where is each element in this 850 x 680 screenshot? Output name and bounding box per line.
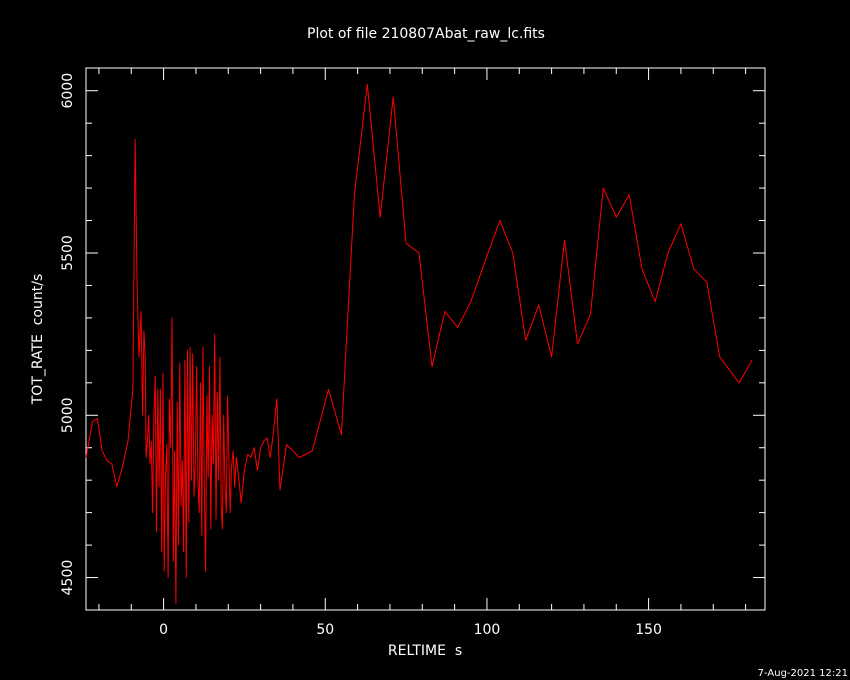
series-line [85,83,753,604]
y-tick-label: 4500 [60,560,76,596]
y-tick-label: 5500 [60,235,76,271]
plot-frame [85,67,766,611]
x-tick-label: 100 [474,622,501,638]
x-tick-label: 0 [159,622,168,638]
chart-title: Plot of file 210807Abat_raw_lc.fits [307,26,545,42]
y-tick-label: 6000 [60,73,76,109]
y-tick-label: 5000 [60,397,76,433]
data-series [85,83,753,604]
x-tick-label: 150 [635,622,662,638]
axis-tick-labels: 0 50 100 150 4500 5000 5500 6000 [60,73,662,638]
axis-ticks [86,68,765,610]
y-axis-title: TOT_RATE count/s [30,274,46,406]
x-tick-label: 50 [316,622,334,638]
plot-timestamp: 7-Aug-2021 12:21 [757,668,848,679]
x-axis-title: RELTIME s [388,643,462,659]
